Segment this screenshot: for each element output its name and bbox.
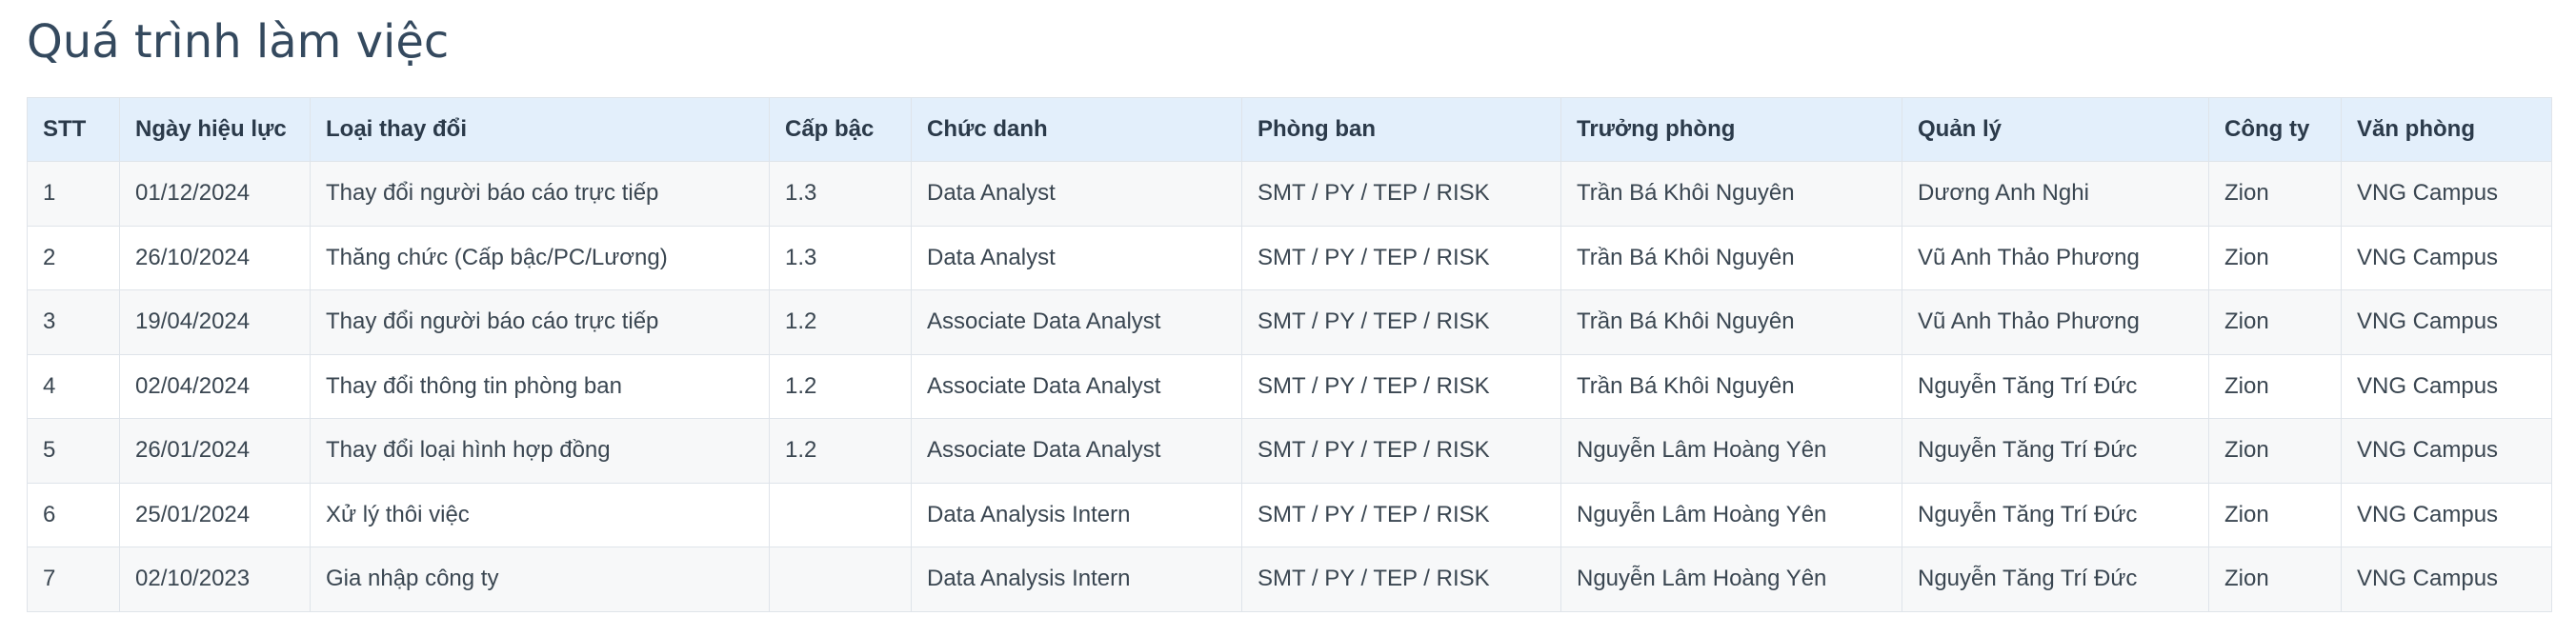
- cell-position: Associate Data Analyst: [911, 418, 1242, 484]
- cell-change-type: Thăng chức (Cấp bậc/PC/Lương): [310, 225, 770, 290]
- column-header-office[interactable]: Văn phòng: [2341, 97, 2552, 162]
- cell-department: SMT / PY / TEP / RISK: [1241, 482, 1561, 547]
- cell-change-type: Gia nhập công ty: [310, 547, 770, 612]
- cell-change-type: Xử lý thôi việc: [310, 482, 770, 547]
- cell-company: Zion: [2208, 161, 2342, 227]
- cell-change-type: Thay đổi thông tin phòng ban: [310, 353, 770, 419]
- cell-effective-date: 19/04/2024: [119, 289, 311, 355]
- cell-level: 1.3: [769, 161, 912, 227]
- cell-change-type: Thay đổi người báo cáo trực tiếp: [310, 289, 770, 355]
- cell-effective-date: 02/10/2023: [119, 547, 311, 612]
- cell-company: Zion: [2208, 289, 2342, 355]
- cell-effective-date: 25/01/2024: [119, 482, 311, 547]
- cell-effective-date: 02/04/2024: [119, 353, 311, 419]
- column-header-stt[interactable]: STT: [27, 97, 120, 162]
- table-row: 4 02/04/2024 Thay đổi thông tin phòng ba…: [27, 353, 2552, 419]
- cell-change-type: Thay đổi loại hình hợp đồng: [310, 418, 770, 484]
- cell-company: Zion: [2208, 418, 2342, 484]
- table-body: 1 01/12/2024 Thay đổi người báo cáo trực…: [27, 161, 2552, 612]
- cell-manager: Nguyễn Tăng Trí Đức: [1902, 547, 2209, 612]
- cell-office: VNG Campus: [2341, 225, 2552, 290]
- table-row: 2 26/10/2024 Thăng chức (Cấp bậc/PC/Lươn…: [27, 225, 2552, 290]
- cell-stt: 3: [27, 289, 120, 355]
- cell-head-of-department: Trần Bá Khôi Nguyên: [1560, 161, 1902, 227]
- cell-office: VNG Campus: [2341, 289, 2552, 355]
- cell-manager: Dương Anh Nghi: [1902, 161, 2209, 227]
- cell-stt: 2: [27, 225, 120, 290]
- work-history-table: STT Ngày hiệu lực Loại thay đổi Cấp bậc …: [27, 97, 2552, 612]
- cell-office: VNG Campus: [2341, 161, 2552, 227]
- column-header-head-of-department[interactable]: Trưởng phòng: [1560, 97, 1902, 162]
- cell-effective-date: 26/01/2024: [119, 418, 311, 484]
- cell-level: 1.2: [769, 353, 912, 419]
- cell-head-of-department: Nguyễn Lâm Hoàng Yên: [1560, 482, 1902, 547]
- cell-head-of-department: Trần Bá Khôi Nguyên: [1560, 353, 1902, 419]
- cell-office: VNG Campus: [2341, 482, 2552, 547]
- cell-department: SMT / PY / TEP / RISK: [1241, 225, 1561, 290]
- column-header-effective-date[interactable]: Ngày hiệu lực: [119, 97, 311, 162]
- table-row: 5 26/01/2024 Thay đổi loại hình hợp đồng…: [27, 418, 2552, 484]
- cell-department: SMT / PY / TEP / RISK: [1241, 289, 1561, 355]
- cell-level: 1.2: [769, 289, 912, 355]
- table-row: 3 19/04/2024 Thay đổi người báo cáo trực…: [27, 289, 2552, 355]
- column-header-manager[interactable]: Quản lý: [1902, 97, 2209, 162]
- cell-head-of-department: Nguyễn Lâm Hoàng Yên: [1560, 547, 1902, 612]
- column-header-department[interactable]: Phòng ban: [1241, 97, 1561, 162]
- column-header-level[interactable]: Cấp bậc: [769, 97, 912, 162]
- cell-manager: Vũ Anh Thảo Phương: [1902, 289, 2209, 355]
- cell-manager: Nguyễn Tăng Trí Đức: [1902, 418, 2209, 484]
- cell-position: Associate Data Analyst: [911, 289, 1242, 355]
- cell-level: [769, 547, 912, 612]
- table-row: 7 02/10/2023 Gia nhập công ty Data Analy…: [27, 547, 2552, 612]
- cell-stt: 5: [27, 418, 120, 484]
- cell-department: SMT / PY / TEP / RISK: [1241, 418, 1561, 484]
- cell-office: VNG Campus: [2341, 353, 2552, 419]
- cell-change-type: Thay đổi người báo cáo trực tiếp: [310, 161, 770, 227]
- cell-company: Zion: [2208, 482, 2342, 547]
- cell-head-of-department: Trần Bá Khôi Nguyên: [1560, 289, 1902, 355]
- cell-level: [769, 482, 912, 547]
- table-header: STT Ngày hiệu lực Loại thay đổi Cấp bậc …: [27, 97, 2552, 162]
- cell-position: Associate Data Analyst: [911, 353, 1242, 419]
- cell-level: 1.2: [769, 418, 912, 484]
- cell-company: Zion: [2208, 225, 2342, 290]
- cell-stt: 1: [27, 161, 120, 227]
- page-title: Quá trình làm việc: [27, 15, 450, 69]
- cell-stt: 6: [27, 482, 120, 547]
- cell-manager: Vũ Anh Thảo Phương: [1902, 225, 2209, 290]
- table-row: 1 01/12/2024 Thay đổi người báo cáo trực…: [27, 161, 2552, 227]
- cell-manager: Nguyễn Tăng Trí Đức: [1902, 353, 2209, 419]
- cell-position: Data Analysis Intern: [911, 547, 1242, 612]
- cell-department: SMT / PY / TEP / RISK: [1241, 353, 1561, 419]
- cell-head-of-department: Trần Bá Khôi Nguyên: [1560, 225, 1902, 290]
- cell-office: VNG Campus: [2341, 547, 2552, 612]
- cell-position: Data Analysis Intern: [911, 482, 1242, 547]
- cell-stt: 4: [27, 353, 120, 419]
- cell-company: Zion: [2208, 547, 2342, 612]
- cell-position: Data Analyst: [911, 225, 1242, 290]
- cell-stt: 7: [27, 547, 120, 612]
- cell-office: VNG Campus: [2341, 418, 2552, 484]
- cell-head-of-department: Nguyễn Lâm Hoàng Yên: [1560, 418, 1902, 484]
- cell-company: Zion: [2208, 353, 2342, 419]
- column-header-company[interactable]: Công ty: [2208, 97, 2342, 162]
- cell-level: 1.3: [769, 225, 912, 290]
- column-header-position[interactable]: Chức danh: [911, 97, 1242, 162]
- table-header-row: STT Ngày hiệu lực Loại thay đổi Cấp bậc …: [27, 97, 2552, 162]
- column-header-change-type[interactable]: Loại thay đổi: [310, 97, 770, 162]
- cell-effective-date: 01/12/2024: [119, 161, 311, 227]
- cell-manager: Nguyễn Tăng Trí Đức: [1902, 482, 2209, 547]
- cell-position: Data Analyst: [911, 161, 1242, 227]
- table-row: 6 25/01/2024 Xử lý thôi việc Data Analys…: [27, 482, 2552, 547]
- cell-effective-date: 26/10/2024: [119, 225, 311, 290]
- cell-department: SMT / PY / TEP / RISK: [1241, 547, 1561, 612]
- cell-department: SMT / PY / TEP / RISK: [1241, 161, 1561, 227]
